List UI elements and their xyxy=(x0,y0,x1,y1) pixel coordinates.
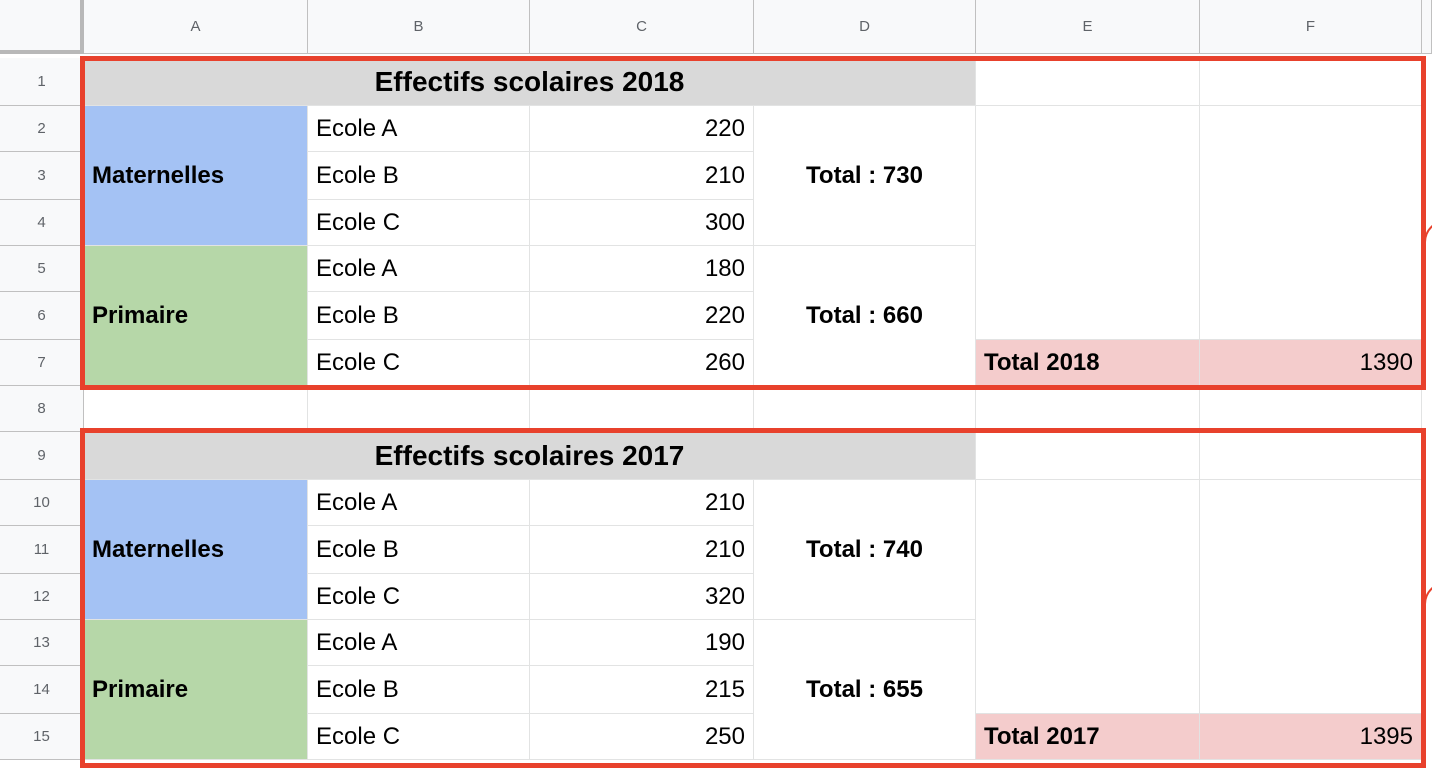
school-name-cell[interactable]: Ecole C xyxy=(308,714,530,760)
school-name-cell[interactable]: Ecole C xyxy=(308,340,530,386)
school-value-cell[interactable]: 300 xyxy=(530,200,754,246)
school-value-cell[interactable]: 210 xyxy=(530,480,754,526)
column-header-f[interactable]: F xyxy=(1200,0,1422,54)
column-header-blank xyxy=(1422,0,1432,54)
total-2018-label[interactable]: Total 2018 xyxy=(976,340,1200,386)
school-value-cell[interactable]: 250 xyxy=(530,714,754,760)
row-header-8[interactable]: 8 xyxy=(0,386,84,432)
row-header-13[interactable]: 13 xyxy=(0,620,84,666)
row-header-7[interactable]: 7 xyxy=(0,340,84,386)
school-name-cell[interactable]: Ecole B xyxy=(308,292,530,340)
cell-f8[interactable] xyxy=(1200,386,1422,432)
cell-f2-f6[interactable] xyxy=(1200,106,1422,340)
annotation-arrow-2018 xyxy=(1424,220,1432,282)
row-header-5[interactable]: 5 xyxy=(0,246,84,292)
school-value-cell[interactable]: 320 xyxy=(530,574,754,620)
column-header-c[interactable]: C xyxy=(530,0,754,54)
column-header-e[interactable]: E xyxy=(976,0,1200,54)
primaire-2017-total[interactable]: Total : 655 xyxy=(754,620,976,760)
school-name-cell[interactable]: Ecole B xyxy=(308,526,530,574)
row-header-15[interactable]: 15 xyxy=(0,714,84,760)
row-header-12[interactable]: 12 xyxy=(0,574,84,620)
school-name-cell[interactable]: Ecole A xyxy=(308,620,530,666)
row-header-9[interactable]: 9 xyxy=(0,432,84,480)
maternelles-2017-label[interactable]: Maternelles xyxy=(84,480,308,620)
school-name-cell[interactable]: Ecole A xyxy=(308,246,530,292)
cell-e1[interactable] xyxy=(976,58,1200,106)
row-header-2[interactable]: 2 xyxy=(0,106,84,152)
cell-e8[interactable] xyxy=(976,386,1200,432)
row-header-10[interactable]: 10 xyxy=(0,480,84,526)
select-all-corner[interactable] xyxy=(0,0,84,54)
cell-e2-e6[interactable] xyxy=(976,106,1200,340)
school-value-cell[interactable]: 190 xyxy=(530,620,754,666)
school-name-cell[interactable]: Ecole A xyxy=(308,106,530,152)
school-value-cell[interactable]: 215 xyxy=(530,666,754,714)
cell-f1[interactable] xyxy=(1200,58,1422,106)
cell-a8[interactable] xyxy=(84,386,308,432)
row-header-3[interactable]: 3 xyxy=(0,152,84,200)
column-header-a[interactable]: A xyxy=(84,0,308,54)
row-header-4[interactable]: 4 xyxy=(0,200,84,246)
cell-c8[interactable] xyxy=(530,386,754,432)
row-header-1[interactable]: 1 xyxy=(0,58,84,106)
primaire-2018-label[interactable]: Primaire xyxy=(84,246,308,386)
maternelles-2018-total[interactable]: Total : 730 xyxy=(754,106,976,246)
school-name-cell[interactable]: Ecole A xyxy=(308,480,530,526)
title-2018[interactable]: Effectifs scolaires 2018 xyxy=(84,58,976,106)
row-header-14[interactable]: 14 xyxy=(0,666,84,714)
row-header-11[interactable]: 11 xyxy=(0,526,84,574)
school-value-cell[interactable]: 210 xyxy=(530,526,754,574)
cell-f9[interactable] xyxy=(1200,432,1422,480)
maternelles-2018-label[interactable]: Maternelles xyxy=(84,106,308,246)
school-name-cell[interactable]: Ecole B xyxy=(308,666,530,714)
primaire-2017-label[interactable]: Primaire xyxy=(84,620,308,760)
cell-b8[interactable] xyxy=(308,386,530,432)
primaire-2018-total[interactable]: Total : 660 xyxy=(754,246,976,386)
school-value-cell[interactable]: 220 xyxy=(530,292,754,340)
school-name-cell[interactable]: Ecole C xyxy=(308,574,530,620)
total-2017-label[interactable]: Total 2017 xyxy=(976,714,1200,760)
cell-e10-e14[interactable] xyxy=(976,480,1200,714)
school-value-cell[interactable]: 180 xyxy=(530,246,754,292)
cell-d8[interactable] xyxy=(754,386,976,432)
school-value-cell[interactable]: 210 xyxy=(530,152,754,200)
column-header-d[interactable]: D xyxy=(754,0,976,54)
school-name-cell[interactable]: Ecole C xyxy=(308,200,530,246)
title-2017[interactable]: Effectifs scolaires 2017 xyxy=(84,432,976,480)
cell-e9[interactable] xyxy=(976,432,1200,480)
cell-f10-f14[interactable] xyxy=(1200,480,1422,714)
annotation-arrow-2017 xyxy=(1424,582,1432,644)
column-header-b[interactable]: B xyxy=(308,0,530,54)
school-name-cell[interactable]: Ecole B xyxy=(308,152,530,200)
row-header-6[interactable]: 6 xyxy=(0,292,84,340)
total-2018-value[interactable]: 1390 xyxy=(1200,340,1422,386)
total-2017-value[interactable]: 1395 xyxy=(1200,714,1422,760)
school-value-cell[interactable]: 220 xyxy=(530,106,754,152)
maternelles-2017-total[interactable]: Total : 740 xyxy=(754,480,976,620)
school-value-cell[interactable]: 260 xyxy=(530,340,754,386)
